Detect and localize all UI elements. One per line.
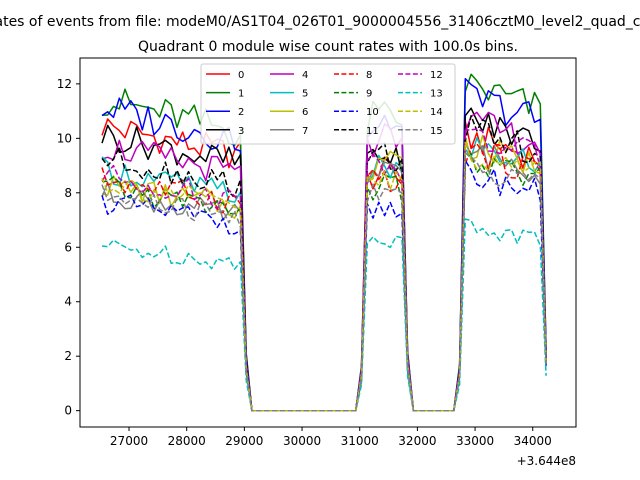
x-tick-label: 31000 bbox=[341, 434, 379, 448]
legend-label-15: 15 bbox=[430, 126, 443, 137]
y-tick-label: 8 bbox=[64, 186, 72, 200]
legend-label-0: 0 bbox=[238, 70, 244, 81]
plot-border bbox=[79, 57, 577, 428]
legend-label-14: 14 bbox=[430, 107, 443, 118]
x-tick-label: 28000 bbox=[168, 434, 206, 448]
y-tick-label: 0 bbox=[64, 404, 72, 418]
x-tick-label: 32000 bbox=[398, 434, 436, 448]
series-layer bbox=[101, 73, 547, 412]
legend-label-9: 9 bbox=[366, 89, 372, 100]
series-line-14 bbox=[101, 141, 547, 412]
x-tick-label: 30000 bbox=[283, 434, 321, 448]
y-tick-label: 4 bbox=[64, 295, 72, 309]
y-tick-label: 6 bbox=[64, 240, 72, 254]
y-tick-label: 10 bbox=[57, 131, 72, 145]
x-tick-label: 33000 bbox=[456, 434, 494, 448]
y-tick-label: 2 bbox=[64, 349, 72, 363]
legend-label-11: 11 bbox=[366, 126, 379, 137]
legend-label-8: 8 bbox=[366, 70, 372, 81]
x-axis: 27000 28000 29000 30000 31000 32000 33000 34000 bbox=[110, 427, 552, 448]
legend-label-3: 3 bbox=[238, 126, 244, 137]
x-tick-label: 34000 bbox=[514, 434, 552, 448]
legend-label-4: 4 bbox=[302, 70, 308, 81]
chart-title: Quadrant 0 module wise count rates with … bbox=[138, 39, 518, 55]
legend-label-13: 13 bbox=[430, 89, 443, 100]
series-line-15 bbox=[101, 152, 547, 412]
x-offset-label: +3.644e8 bbox=[517, 454, 576, 468]
legend-label-1: 1 bbox=[238, 89, 244, 100]
y-tick-label: 12 bbox=[57, 77, 72, 91]
y-axis: 0 2 4 6 8 10 12 bbox=[57, 77, 80, 418]
legend-label-5: 5 bbox=[302, 89, 308, 100]
legend-label-12: 12 bbox=[430, 70, 443, 81]
legend-label-7: 7 bbox=[302, 126, 308, 137]
x-tick-label: 27000 bbox=[110, 434, 148, 448]
legend-label-2: 2 bbox=[238, 107, 244, 118]
x-tick-label: 29000 bbox=[225, 434, 263, 448]
series-line-8 bbox=[101, 143, 547, 412]
legend-label-6: 6 bbox=[302, 107, 308, 118]
legend-label-10: 10 bbox=[366, 107, 379, 118]
figure-suptitle: Count rates of events from file: modeM0/… bbox=[0, 14, 640, 30]
legend-box bbox=[200, 63, 456, 145]
